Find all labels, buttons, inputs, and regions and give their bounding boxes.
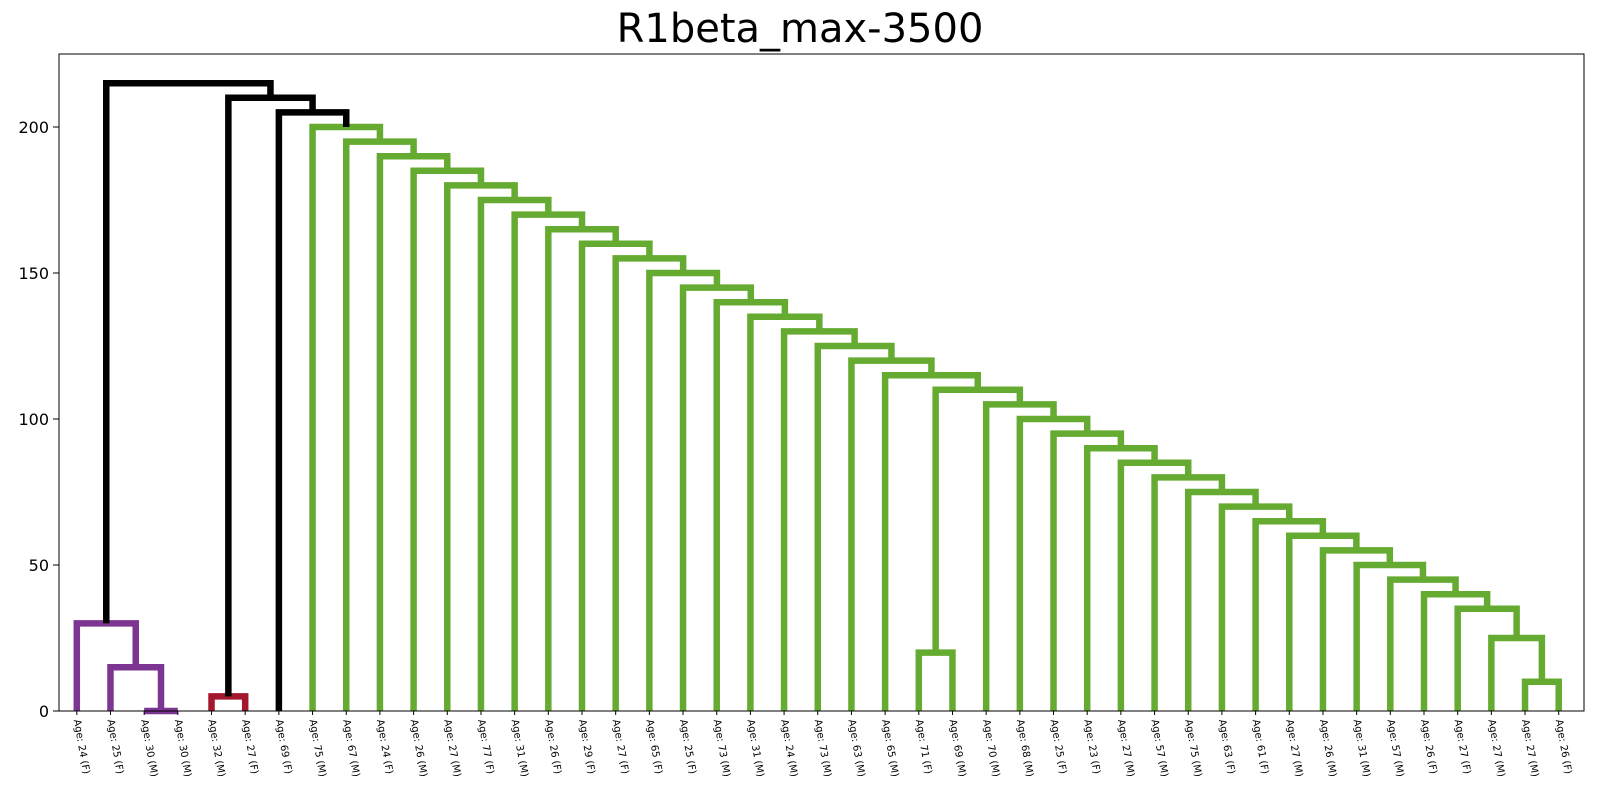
y-tick-label: 0 [39, 702, 49, 721]
dendrogram-link-42 [225, 94, 316, 697]
dendrogram-link-4 [915, 649, 956, 711]
leaf-label: Age: 26 (F) [542, 719, 562, 776]
chart-title: R1beta_max-3500 [616, 6, 984, 52]
leaf-label: Age: 27 (M) [441, 719, 462, 778]
leaf-label: Age: 65 (M) [879, 719, 900, 778]
leaf-label: Age: 57 (M) [1149, 719, 1170, 778]
plot-frame [58, 53, 1585, 712]
dendrogram-link-23 [881, 371, 981, 711]
leaf-label: Age: 57 (M) [1384, 719, 1405, 778]
leaf-label: Age: 32 (M) [206, 719, 227, 778]
leaf-label: Age: 27 (F) [610, 719, 630, 776]
leaf-label: Age: 65 (F) [643, 719, 663, 776]
leaf-label: Age: 24 (F) [71, 719, 91, 776]
leaf-label: Age: 25 (F) [677, 719, 697, 776]
leaf-label: Age: 31 (M) [509, 719, 530, 778]
leaf-label: Age: 27 (M) [1283, 719, 1304, 778]
leaf-label: Age: 73 (M) [812, 719, 833, 778]
leaf-label: Age: 26 (M) [408, 719, 429, 778]
leaf-label: Age: 27 (M) [1115, 719, 1136, 778]
leaf-label: Age: 25 (F) [1048, 719, 1068, 776]
dendrogram-link-43 [103, 79, 274, 624]
leaf-label: Age: 26 (F) [1553, 719, 1573, 776]
dendrogram-link-3 [208, 693, 249, 711]
y-axis: 0 50 100 150 200 [18, 118, 59, 721]
leaf-label: Age: 27 (M) [1519, 719, 1540, 778]
dendrogram-link-5 [1521, 678, 1562, 711]
leaf-label: Age: 24 (M) [778, 719, 799, 778]
leaf-label: Age: 68 (M) [1014, 719, 1035, 778]
leaf-label: Age: 30 (M) [172, 719, 193, 778]
leaf-label: Age: 26 (M) [1317, 719, 1338, 778]
leaf-label: Age: 69 (M) [947, 719, 968, 778]
leaf-label: Age: 63 (F) [1216, 719, 1236, 776]
leaf-label: Age: 69 (F) [273, 719, 293, 776]
leaf-label: Age: 27 (F) [239, 719, 259, 776]
leaf-label: Age: 30 (M) [138, 719, 159, 778]
leaf-label: Age: 29 (F) [576, 719, 596, 776]
dendrogram-link-6 [1488, 634, 1546, 711]
leaf-label: Age: 26 (F) [1418, 719, 1438, 776]
leaf-label: Age: 27 (M) [1485, 719, 1506, 778]
leaf-label: Age: 61 (F) [1250, 719, 1270, 776]
leaf-label: Age: 67 (M) [340, 719, 361, 778]
leaf-label: Age: 63 (M) [845, 719, 866, 778]
leaf-label: Age: 24 (F) [374, 719, 394, 776]
y-tick-label: 200 [18, 118, 49, 137]
y-tick-label: 150 [18, 264, 49, 283]
leaf-label: Age: 71 (F) [913, 719, 933, 776]
leaf-label: Age: 31 (M) [1351, 719, 1372, 778]
leaf-label: Age: 75 (M) [1182, 719, 1203, 778]
leaf-label: Age: 77 (F) [475, 719, 495, 776]
dendrogram-links [73, 79, 1562, 715]
x-axis: Age: 24 (F) Age: 25 (F) Age: 30 (M) Age: 30… [71, 711, 1573, 778]
leaf-label: Age: 27 (F) [1452, 719, 1472, 776]
leaf-label: Age: 25 (F) [105, 719, 125, 776]
leaf-label: Age: 31 (M) [744, 719, 765, 778]
y-tick-label: 100 [18, 410, 49, 429]
y-tick-label: 50 [29, 556, 49, 575]
leaf-label: Age: 23 (F) [1081, 719, 1101, 776]
dendrogram-link-22 [932, 386, 1024, 653]
leaf-label: Age: 75 (M) [307, 719, 328, 778]
leaf-label: Age: 73 (M) [711, 719, 732, 778]
dendrogram-link-1 [107, 663, 165, 711]
dendrogram-link-7 [1454, 605, 1520, 711]
leaf-label: Age: 70 (M) [980, 719, 1001, 778]
